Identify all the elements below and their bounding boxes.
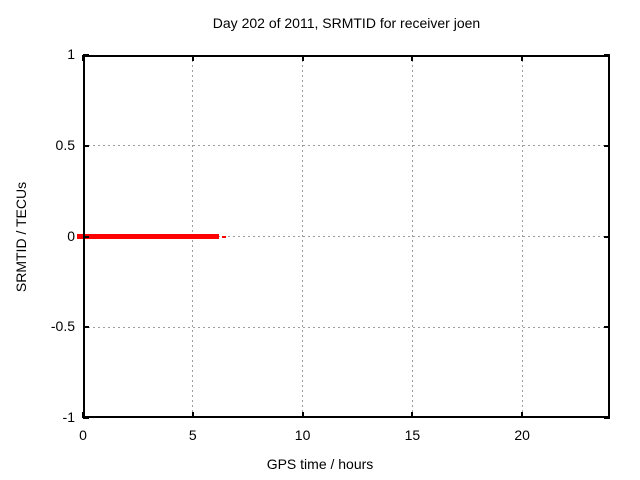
x-tick-mark-bottom: [301, 412, 304, 418]
x-tick-mark-top: [301, 55, 304, 61]
y-tick-mark-right: [604, 417, 610, 419]
y-tick-mark-right: [604, 54, 610, 56]
y-tick-mark-left: [83, 54, 89, 56]
x-axis-label: GPS time / hours: [266, 456, 374, 472]
y-tick-label: 0.5: [55, 136, 75, 153]
x-tick-mark-bottom: [521, 412, 524, 418]
gridline-horizontal: [83, 236, 610, 237]
y-tick-mark-left: [83, 235, 89, 238]
x-tick-label: 10: [294, 427, 311, 443]
gridline-horizontal: [83, 326, 610, 328]
y-tick-mark-left: [83, 144, 89, 147]
y-tick-label: 0: [67, 227, 75, 244]
x-tick-label: 5: [188, 427, 197, 443]
x-tick-mark-top: [411, 55, 414, 61]
x-tick-mark-top: [191, 55, 194, 61]
x-tick-label: 20: [514, 427, 530, 443]
y-tick-label: -1: [62, 409, 75, 425]
x-tick-label: 0: [79, 427, 87, 443]
x-tick-mark-top: [521, 55, 524, 61]
gridline-horizontal: [83, 145, 610, 147]
data-line-segment: [222, 235, 226, 238]
y-tick-label: -0.5: [50, 318, 75, 335]
y-tick-mark-left: [83, 326, 89, 329]
y-tick-mark-left: [83, 417, 89, 419]
x-tick-mark-bottom: [411, 412, 414, 418]
y-tick-mark-right: [604, 144, 610, 147]
y-tick-mark-right: [604, 235, 610, 238]
y-tick-mark-right: [604, 326, 610, 329]
chart-title: Day 202 of 2011, SRMTID for receiver joe…: [212, 15, 481, 31]
data-line-segment: [77, 234, 220, 239]
plot-area: 0 5 10 15 20 -1 -0.5 0 0.5 1: [51, 46, 610, 443]
y-tick-label: 1: [67, 46, 75, 62]
x-tick-mark-bottom: [191, 412, 194, 418]
x-tick-label: 15: [404, 427, 421, 443]
